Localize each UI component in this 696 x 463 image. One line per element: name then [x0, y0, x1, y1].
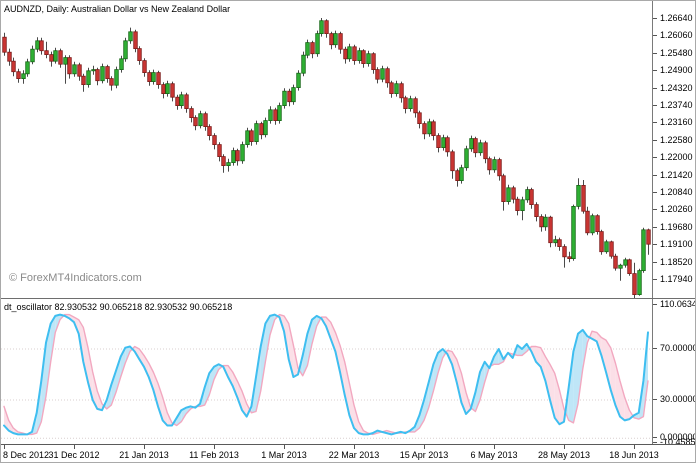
time-tick-mark	[284, 445, 285, 449]
time-axis-label: 21 Jan 2013	[119, 450, 169, 460]
axis-label: 1.22000	[660, 152, 693, 162]
time-axis[interactable]: 8 Dec 2012 31 Dec 2012 21 Jan 2013 11 Feb 2…	[1, 444, 695, 462]
axis-label: 1.23740	[660, 100, 693, 110]
axis-label: 1.19680	[660, 222, 693, 232]
axis-tick-mark	[653, 209, 657, 210]
axis-tick-mark	[653, 70, 657, 71]
time-tick-mark	[4, 445, 5, 449]
watermark: © ForexMT4Indicators.com	[9, 272, 142, 284]
axis-label: 1.20840	[660, 187, 693, 197]
axis-tick-mark	[653, 140, 657, 141]
axis-tick-mark	[653, 442, 657, 443]
time-axis-label: 8 Dec 2012	[3, 450, 50, 460]
axis-label: -10.458515	[660, 437, 696, 447]
axis-label: 1.19100	[660, 239, 693, 249]
time-tick-mark	[214, 445, 215, 449]
axis-label: 1.17940	[660, 274, 693, 284]
time-tick-mark	[564, 445, 565, 449]
panel-separator[interactable]	[1, 298, 695, 299]
axis-tick-mark	[653, 244, 657, 245]
time-tick-mark	[424, 445, 425, 449]
axis-label: 110.063422	[660, 299, 695, 309]
axis-label: 1.26060	[660, 30, 693, 40]
time-tick-mark	[144, 445, 145, 449]
axis-tick-mark	[653, 262, 657, 263]
candlestick-plot[interactable]	[1, 1, 652, 298]
time-tick-mark	[634, 445, 635, 449]
time-axis-label: 28 May 2013	[537, 450, 591, 460]
time-tick-mark	[494, 445, 495, 449]
axis-tick-mark	[653, 227, 657, 228]
indicator-label: dt_oscillator 82.930532 90.065218 82.930…	[4, 302, 233, 312]
axis-tick-mark	[653, 279, 657, 280]
time-axis-label: 1 Mar 2013	[261, 450, 307, 460]
axis-tick-mark	[653, 304, 657, 305]
indicator-panel[interactable]: dt_oscillator 82.930532 90.065218 82.930…	[1, 299, 653, 444]
axis-label: 1.24320	[660, 83, 693, 93]
main-chart-panel[interactable]: AUDNZD, Daily: Australian Dollar vs New …	[1, 1, 653, 298]
axis-label: 1.21420	[660, 170, 693, 180]
time-axis-label: 22 Mar 2013	[328, 450, 380, 460]
time-tick-mark	[354, 445, 355, 449]
axis-tick-mark	[653, 35, 657, 36]
axis-tick-mark	[653, 53, 657, 54]
time-axis-label: 15 Apr 2013	[399, 450, 449, 460]
axis-tick-mark	[653, 157, 657, 158]
time-axis-label: 31 Dec 2012	[48, 450, 100, 460]
axis-tick-mark	[653, 18, 657, 19]
axis-label: 1.25480	[660, 48, 693, 58]
axis-label: 70.000000	[660, 343, 695, 353]
axis-tick-mark	[653, 348, 657, 349]
axis-label: 0.000000	[660, 432, 696, 442]
axis-label: 1.24900	[660, 65, 693, 75]
axis-tick-mark	[653, 192, 657, 193]
oscillator-plot[interactable]	[1, 299, 652, 444]
axis-tick-mark	[653, 88, 657, 89]
time-axis-label: 11 Feb 2013	[189, 450, 239, 460]
price-axis[interactable]: 1.26640 1.26060 1.25480 1.24900 1.24320 1.237…	[652, 1, 696, 447]
axis-tick-mark	[653, 105, 657, 106]
chart-title: AUDNZD, Daily: Australian Dollar vs New …	[4, 4, 231, 14]
axis-tick-mark	[653, 175, 657, 176]
axis-label: 1.23160	[660, 117, 693, 127]
axis-label: 1.22580	[660, 135, 693, 145]
axis-tick-mark	[653, 437, 657, 438]
axis-label: 1.26640	[660, 13, 693, 23]
axis-label: 30.000000	[660, 394, 695, 404]
time-axis-label: 18 Jun 2013	[609, 450, 659, 460]
axis-label: 1.18520	[660, 257, 693, 267]
time-tick-mark	[74, 445, 75, 449]
time-axis-label: 6 May 2013	[470, 450, 518, 460]
axis-tick-mark	[653, 122, 657, 123]
axis-tick-mark	[653, 399, 657, 400]
axis-label: 1.20260	[660, 204, 693, 214]
